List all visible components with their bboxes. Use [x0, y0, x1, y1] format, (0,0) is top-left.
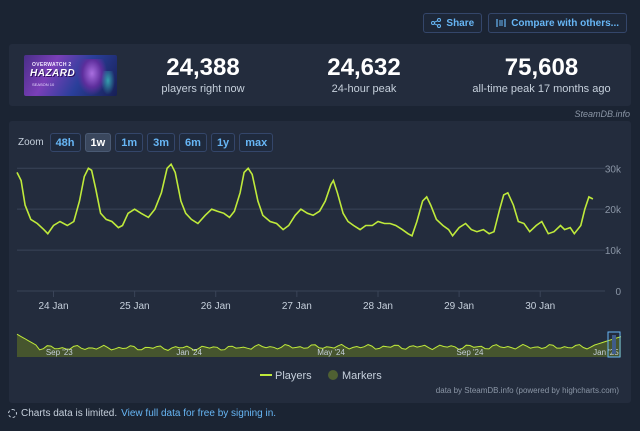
stat-24h-peak: 24,632 24-hour peak [294, 54, 434, 96]
zoom-label: Zoom [18, 137, 44, 148]
peak-24h-label: 24-hour peak [331, 83, 397, 95]
zoom-6m-button[interactable]: 6m [179, 133, 207, 152]
navigator-area [17, 334, 621, 357]
stats-panel: OVERWATCH 2 HAZARD SEASON 10 24,388 play… [9, 44, 631, 106]
navigator-line [16, 333, 622, 352]
legend-markers[interactable]: Markers [328, 370, 382, 382]
stat-current: 24,388 players right now [133, 54, 273, 96]
navigator-selection[interactable] [607, 331, 621, 358]
x-tick-label: 24 Jan [38, 301, 68, 312]
zoom-1m-button[interactable]: 1m [115, 133, 144, 152]
x-tick-label: 29 Jan [444, 301, 474, 312]
game-logo-title: HAZARD [30, 68, 76, 79]
navigator[interactable]: Sep '23 Jan '24 May '24 Sep '24 Jan '25 [16, 329, 622, 359]
x-tick-label: 27 Jan [282, 301, 312, 312]
zoom-1w-button[interactable]: 1w [84, 133, 112, 152]
players-series-line [16, 162, 594, 238]
y-tick-label: 20k [605, 205, 622, 216]
loading-icon [8, 409, 17, 418]
markers-legend-swatch [328, 370, 338, 380]
chart-panel: Zoom 48h 1w 1m 3m 6m 1y max 0 10k 20k 30k 2… [9, 121, 631, 403]
navigator-label: Sep '24 [457, 348, 484, 357]
markers-legend-label: Markers [342, 370, 382, 382]
players-legend-label: Players [275, 370, 312, 382]
toolbar: Share Compare with others... [423, 13, 627, 33]
steamdb-credit[interactable]: SteamDB.info [574, 109, 630, 119]
zoom-48h-button[interactable]: 48h [49, 133, 81, 152]
navigator-handle[interactable] [612, 335, 616, 354]
game-season: SEASON 10 [32, 82, 55, 87]
current-players-label: players right now [161, 83, 245, 95]
legend: Players Markers [260, 370, 382, 382]
footer-text: Charts data is limited. [21, 408, 118, 419]
x-axis-ticks: 24 Jan 25 Jan 26 Jan 27 Jan 28 Jan 29 Jan 30 J… [38, 291, 555, 312]
navigator-label: Sep '23 [46, 348, 73, 357]
zoom-3m-button[interactable]: 3m [147, 133, 176, 152]
navigator-label: Jan '24 [176, 348, 202, 357]
y-tick-label: 30k [605, 164, 622, 175]
footer-note: Charts data is limited. View full data f… [8, 408, 276, 419]
y-tick-label: 0 [615, 287, 621, 298]
y-tick-label: 10k [605, 246, 622, 257]
navigator-labels: Sep '23 Jan '24 May '24 Sep '24 Jan '25 [46, 348, 619, 357]
game-brand: OVERWATCH 2 [32, 62, 72, 68]
x-tick-label: 25 Jan [120, 301, 150, 312]
alltime-peak-value: 75,608 [504, 54, 579, 81]
compare-icon [496, 18, 506, 28]
share-label: Share [446, 17, 475, 29]
signin-link[interactable]: View full data for free by signing in. [121, 408, 277, 419]
zoom-controls: Zoom 48h 1w 1m 3m 6m 1y max [18, 133, 274, 152]
navigator-label: Jan '25 [593, 348, 619, 357]
game-image[interactable]: OVERWATCH 2 HAZARD SEASON 10 [24, 55, 117, 96]
navigator-label: May '24 [317, 348, 345, 357]
x-tick-label: 26 Jan [201, 301, 231, 312]
x-tick-label: 30 Jan [525, 301, 555, 312]
compare-label: Compare with others... [511, 17, 619, 29]
stat-alltime-peak: 75,608 all-time peak 17 months ago [454, 54, 629, 96]
zoom-1y-button[interactable]: 1y [210, 133, 236, 152]
current-players-value: 24,388 [166, 54, 240, 81]
compare-button[interactable]: Compare with others... [488, 13, 627, 33]
y-axis-ticks: 0 10k 20k 30k [605, 164, 622, 298]
character-art-2 [101, 71, 115, 95]
share-icon [431, 18, 442, 28]
chart-grid [17, 167, 605, 292]
players-chart: 0 10k 20k 30k 24 Jan 25 Jan 26 Jan 27 Jan 28 Ja… [16, 162, 622, 382]
zoom-max-button[interactable]: max [239, 133, 274, 152]
legend-players[interactable]: Players [260, 370, 312, 382]
highcharts-credit[interactable]: data by SteamDB.info (powered by highcha… [435, 386, 619, 395]
peak-24h-value: 24,632 [327, 54, 401, 81]
share-button[interactable]: Share [423, 13, 483, 33]
alltime-peak-label: all-time peak 17 months ago [472, 83, 611, 95]
x-tick-label: 28 Jan [363, 301, 393, 312]
